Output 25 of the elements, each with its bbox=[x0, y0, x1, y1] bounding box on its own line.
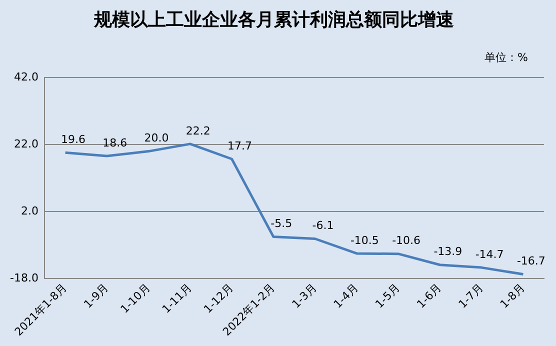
x-tick-label: 1-4月 bbox=[331, 281, 361, 311]
x-tick-label: 1-7月 bbox=[456, 281, 486, 311]
x-tick-label: 1-5月 bbox=[372, 281, 402, 311]
data-label: -13.9 bbox=[434, 245, 462, 258]
x-tick-label: 1-3月 bbox=[290, 281, 320, 311]
y-tick-label: 42.0 bbox=[14, 70, 38, 84]
data-label: -10.5 bbox=[350, 234, 379, 247]
data-label: 17.7 bbox=[228, 139, 252, 152]
data-label: 20.0 bbox=[144, 132, 169, 145]
data-label: -6.1 bbox=[312, 219, 334, 232]
data-label: -16.7 bbox=[516, 254, 546, 268]
data-label: -14.7 bbox=[475, 248, 504, 261]
x-tick-label: 1-6月 bbox=[414, 281, 444, 311]
data-label: -5.5 bbox=[270, 217, 292, 230]
y-tick-label: 2.0 bbox=[20, 204, 38, 218]
data-label: 18.6 bbox=[102, 136, 128, 150]
x-tick-label: 1-8月 bbox=[498, 281, 528, 311]
chart-title: 规模以上工业企业各月累计利润总额同比增速 bbox=[93, 9, 454, 30]
x-tick-label: 1-9月 bbox=[81, 281, 112, 311]
data-label: -10.6 bbox=[392, 234, 421, 248]
text: 单位：% bbox=[484, 50, 528, 64]
y-tick-label: -18.0 bbox=[10, 271, 38, 284]
data-label: 19.6 bbox=[61, 133, 86, 146]
y-tick-label: 22.0 bbox=[14, 137, 38, 150]
data-label: 22.2 bbox=[186, 124, 210, 138]
